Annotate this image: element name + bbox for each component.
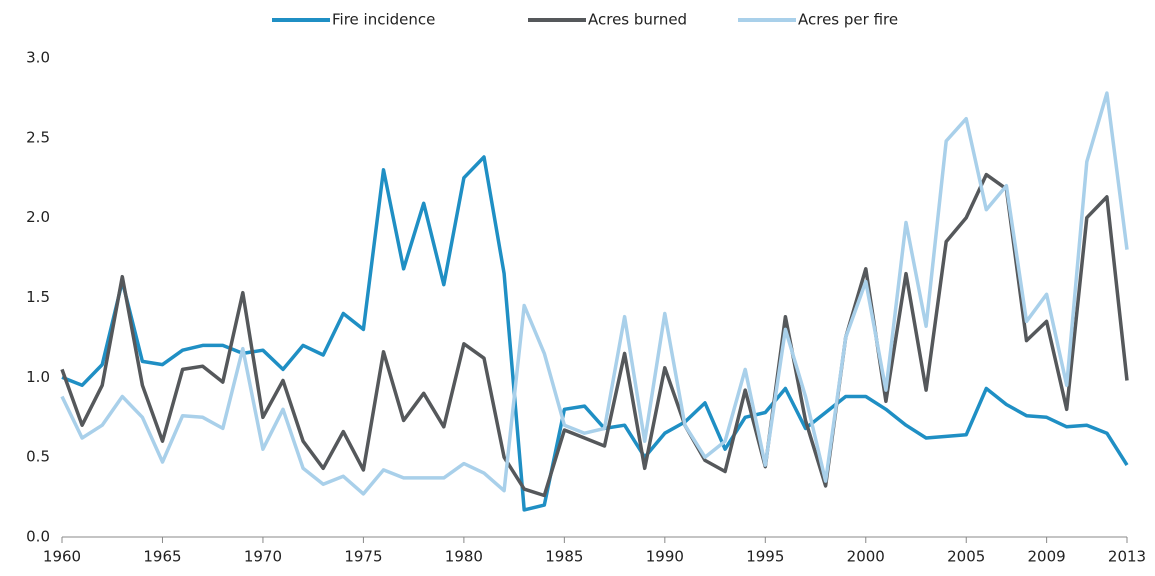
y-tick-label: 2.0 bbox=[26, 208, 50, 226]
y-tick-label: 1.0 bbox=[26, 368, 50, 386]
x-tick-label: 1985 bbox=[545, 548, 583, 566]
series-line bbox=[60, 91, 1129, 496]
series-line bbox=[61, 155, 1129, 512]
x-tick-label: 1995 bbox=[746, 548, 784, 566]
legend-label: Acres per fire bbox=[798, 11, 898, 29]
x-tick-label: 2000 bbox=[847, 548, 885, 566]
legend-label: Acres burned bbox=[588, 11, 687, 29]
series-line bbox=[60, 172, 1129, 498]
x-tick-label: 1975 bbox=[344, 548, 382, 566]
x-tick-label: 2005 bbox=[947, 548, 985, 566]
legend-label: Fire incidence bbox=[332, 11, 435, 29]
x-tick-label: 1965 bbox=[143, 548, 181, 566]
y-tick-label: 3.0 bbox=[26, 49, 50, 67]
y-tick-label: 1.5 bbox=[26, 288, 50, 306]
x-tick-label: 1970 bbox=[244, 548, 282, 566]
y-tick-label: 0.0 bbox=[26, 528, 50, 546]
x-tick-label: 1960 bbox=[43, 548, 81, 566]
x-tick-label: 1990 bbox=[646, 548, 684, 566]
x-tick-label: 1980 bbox=[445, 548, 483, 566]
y-tick-label: 0.5 bbox=[26, 448, 50, 466]
y-tick-label: 2.5 bbox=[26, 128, 50, 146]
x-tick-label: 2013 bbox=[1108, 548, 1146, 566]
x-tick-label: 2009 bbox=[1028, 548, 1066, 566]
